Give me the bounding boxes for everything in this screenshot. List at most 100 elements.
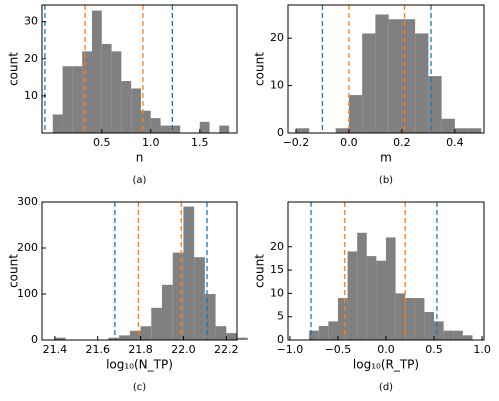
bar (219, 125, 230, 133)
x-axis-label: log₁₀(N_TP) (106, 358, 173, 372)
bar (414, 298, 425, 340)
x-axis-label: log₁₀(R_TP) (353, 358, 419, 372)
y-tick-label: 200 (17, 241, 38, 254)
y-axis-label: count (7, 254, 21, 288)
bar (140, 326, 152, 340)
y-tick-label: 0 (31, 333, 38, 346)
y-tick-label: 100 (17, 287, 38, 300)
bar (162, 284, 173, 340)
axes-frame (287, 4, 485, 134)
bar (140, 110, 151, 133)
y-tick-label: 10 (270, 79, 284, 92)
caption: (a) (133, 175, 147, 186)
bar (72, 66, 83, 133)
y-tick-label: 0 (277, 333, 284, 346)
bar (108, 337, 120, 340)
y-axis-label: count (253, 52, 267, 86)
x-tick-label: 22.0 (171, 343, 196, 356)
bar (129, 330, 141, 340)
y-tick-label: 5 (277, 310, 284, 323)
bar (183, 206, 195, 340)
bar (443, 330, 454, 340)
y-axis-label: count (7, 52, 21, 86)
bar (376, 260, 386, 340)
bar (401, 19, 416, 133)
bar (62, 66, 73, 133)
x-tick-label: 0.0 (340, 136, 358, 149)
bar (131, 88, 141, 133)
bar (215, 326, 227, 340)
bar (388, 19, 402, 133)
bar (170, 125, 181, 133)
bar (441, 118, 455, 133)
caption: (c) (133, 382, 146, 393)
bar (172, 252, 184, 340)
x-tick-label: 0.2 (393, 136, 411, 149)
x-axis-label: n (136, 151, 144, 165)
bar (150, 118, 161, 133)
bar (194, 257, 205, 340)
bar (395, 293, 406, 340)
bar (111, 51, 122, 133)
bar (54, 337, 66, 340)
x-tick-label: −0.5 (325, 343, 352, 356)
bar (454, 128, 469, 133)
x-tick-label: −0.2 (283, 136, 310, 149)
bar (295, 128, 310, 133)
x-tick-label: −1.0 (277, 343, 304, 356)
y-tick-label: 30 (24, 15, 38, 28)
bar (357, 232, 367, 340)
x-tick-label: 0.0 (377, 343, 395, 356)
x-tick-label: 0.4 (446, 136, 464, 149)
caption: (b) (379, 175, 393, 186)
bar (318, 326, 329, 340)
bar (199, 121, 210, 133)
bar (52, 114, 63, 133)
bar (204, 294, 216, 340)
y-tick-label: 10 (24, 89, 38, 102)
bar (362, 33, 376, 133)
bar (91, 10, 102, 134)
bar (309, 330, 319, 340)
x-axis-label: m (380, 151, 392, 165)
axes-frame (41, 201, 238, 341)
x-tick-label: 21.8 (128, 343, 153, 356)
bar (119, 335, 130, 340)
bar (415, 33, 429, 133)
bar (101, 43, 112, 133)
y-tick-label: 0 (277, 126, 284, 139)
y-tick-label: 10 (270, 286, 284, 299)
y-tick-label: 20 (270, 240, 284, 253)
bar (424, 312, 435, 340)
bar (468, 128, 482, 133)
x-tick-label: 0.5 (93, 136, 111, 149)
bar (337, 298, 348, 340)
bar (237, 337, 248, 340)
bar (434, 321, 444, 340)
x-tick-label: 1.0 (473, 343, 491, 356)
y-tick-label: 20 (270, 31, 284, 44)
y-tick-label: 15 (270, 263, 284, 276)
y-axis-label: count (253, 254, 267, 288)
bar (121, 81, 132, 133)
x-tick-label: 21.6 (85, 343, 110, 356)
bar (386, 237, 396, 340)
x-tick-label: 1.0 (142, 136, 160, 149)
bar (82, 51, 92, 133)
y-tick-label: 20 (24, 52, 38, 65)
bar (335, 128, 349, 133)
x-tick-label: 21.4 (43, 343, 68, 356)
x-tick-label: 1.5 (191, 136, 209, 149)
bar (328, 321, 338, 340)
bar (366, 256, 377, 340)
bar (347, 251, 358, 340)
bar (151, 307, 162, 340)
x-tick-label: 22.2 (214, 343, 239, 356)
bar (462, 335, 473, 340)
caption: (d) (379, 382, 393, 393)
bar (405, 298, 415, 340)
x-tick-label: 0.5 (425, 343, 443, 356)
bar (453, 330, 463, 340)
